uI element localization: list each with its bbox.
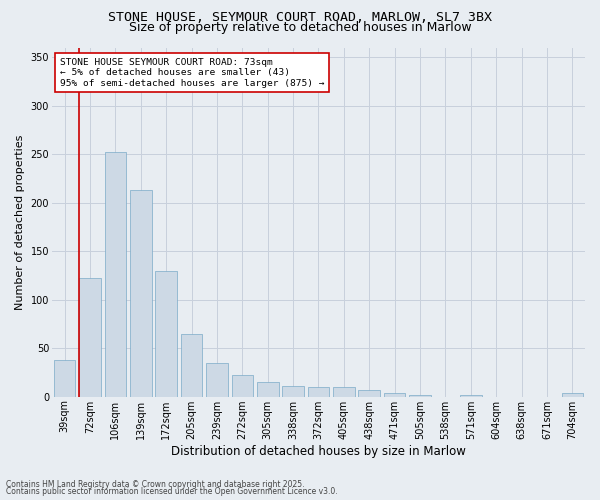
Bar — [460, 394, 482, 396]
Bar — [155, 270, 177, 396]
Bar — [130, 190, 152, 396]
Bar — [384, 393, 406, 396]
X-axis label: Distribution of detached houses by size in Marlow: Distribution of detached houses by size … — [171, 444, 466, 458]
Bar — [562, 393, 583, 396]
Text: Size of property relative to detached houses in Marlow: Size of property relative to detached ho… — [128, 22, 472, 35]
Bar — [257, 382, 278, 396]
Bar — [283, 386, 304, 396]
Bar — [206, 362, 228, 396]
Bar — [232, 376, 253, 396]
Text: STONE HOUSE, SEYMOUR COURT ROAD, MARLOW, SL7 3BX: STONE HOUSE, SEYMOUR COURT ROAD, MARLOW,… — [108, 11, 492, 24]
Bar — [104, 152, 126, 396]
Y-axis label: Number of detached properties: Number of detached properties — [15, 134, 25, 310]
Text: Contains HM Land Registry data © Crown copyright and database right 2025.: Contains HM Land Registry data © Crown c… — [6, 480, 305, 489]
Text: STONE HOUSE SEYMOUR COURT ROAD: 73sqm
← 5% of detached houses are smaller (43)
9: STONE HOUSE SEYMOUR COURT ROAD: 73sqm ← … — [60, 58, 325, 88]
Bar — [409, 394, 431, 396]
Bar — [308, 387, 329, 396]
Bar — [358, 390, 380, 396]
Text: Contains public sector information licensed under the Open Government Licence v3: Contains public sector information licen… — [6, 487, 338, 496]
Bar — [333, 387, 355, 396]
Bar — [181, 334, 202, 396]
Bar — [79, 278, 101, 396]
Bar — [54, 360, 76, 397]
